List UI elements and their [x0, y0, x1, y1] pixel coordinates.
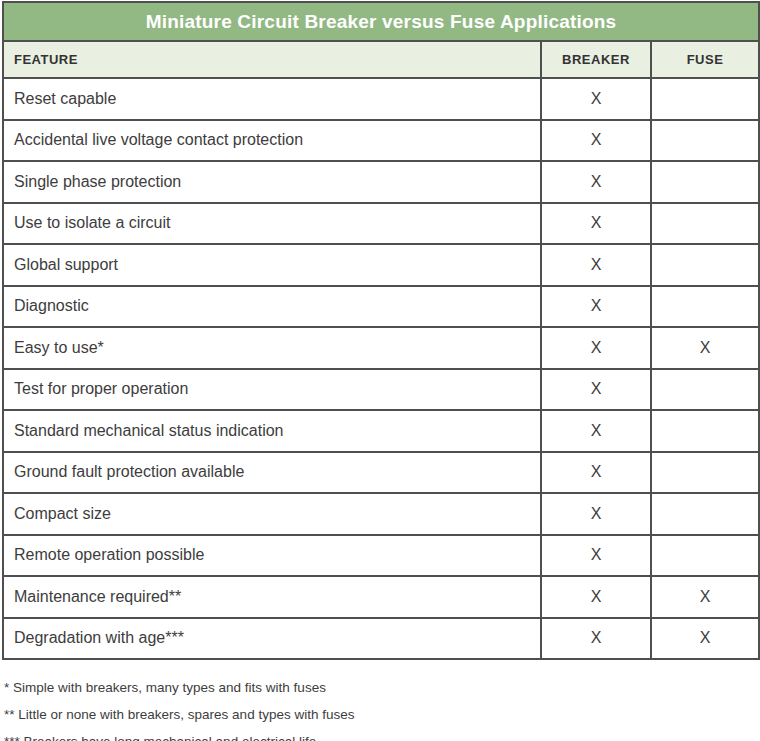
table-row: Easy to use* X X [3, 327, 759, 369]
table-row: Degradation with age*** X X [3, 618, 759, 660]
table-row: Diagnostic X [3, 286, 759, 328]
table-body: Reset capable X Accidental live voltage … [3, 78, 759, 659]
column-header-row: FEATURE BREAKER FUSE [3, 41, 759, 78]
feature-cell: Maintenance required** [3, 576, 541, 618]
fuse-cell [651, 203, 759, 245]
breaker-cell: X [541, 161, 651, 203]
footnotes: * Simple with breakers, many types and f… [4, 681, 760, 741]
fuse-cell [651, 244, 759, 286]
table-row: Reset capable X [3, 78, 759, 120]
feature-cell: Ground fault protection available [3, 452, 541, 494]
feature-cell: Degradation with age*** [3, 618, 541, 660]
breaker-cell: X [541, 369, 651, 411]
table-row: Maintenance required** X X [3, 576, 759, 618]
fuse-cell [651, 410, 759, 452]
feature-cell: Single phase protection [3, 161, 541, 203]
feature-cell: Standard mechanical status indication [3, 410, 541, 452]
fuse-cell: X [651, 618, 759, 660]
fuse-cell: X [651, 576, 759, 618]
feature-cell: Test for proper operation [3, 369, 541, 411]
footnote: *** Breakers have long mechanical and el… [4, 735, 760, 741]
breaker-cell: X [541, 576, 651, 618]
title-bar: Miniature Circuit Breaker versus Fuse Ap… [3, 2, 759, 41]
feature-cell: Accidental live voltage contact protecti… [3, 120, 541, 162]
breaker-cell: X [541, 452, 651, 494]
page-title: Miniature Circuit Breaker versus Fuse Ap… [3, 2, 759, 41]
table-row: Remote operation possible X [3, 535, 759, 577]
feature-cell: Remote operation possible [3, 535, 541, 577]
fuse-cell: X [651, 327, 759, 369]
fuse-cell [651, 120, 759, 162]
comparison-table: Miniature Circuit Breaker versus Fuse Ap… [2, 1, 760, 660]
breaker-cell: X [541, 286, 651, 328]
table-row: Ground fault protection available X [3, 452, 759, 494]
breaker-cell: X [541, 618, 651, 660]
feature-cell: Reset capable [3, 78, 541, 120]
feature-cell: Diagnostic [3, 286, 541, 328]
table-row: Accidental live voltage contact protecti… [3, 120, 759, 162]
breaker-cell: X [541, 78, 651, 120]
breaker-cell: X [541, 120, 651, 162]
breaker-cell: X [541, 244, 651, 286]
column-header-breaker: BREAKER [541, 41, 651, 78]
feature-cell: Compact size [3, 493, 541, 535]
footnote: ** Little or none with breakers, spares … [4, 708, 760, 722]
fuse-cell [651, 452, 759, 494]
feature-cell: Use to isolate a circuit [3, 203, 541, 245]
fuse-cell [651, 493, 759, 535]
breaker-cell: X [541, 203, 651, 245]
fuse-cell [651, 286, 759, 328]
fuse-cell [651, 535, 759, 577]
breaker-cell: X [541, 535, 651, 577]
fuse-cell [651, 161, 759, 203]
table-row: Standard mechanical status indication X [3, 410, 759, 452]
table-row: Test for proper operation X [3, 369, 759, 411]
column-header-feature: FEATURE [3, 41, 541, 78]
table-row: Global support X [3, 244, 759, 286]
table-row: Single phase protection X [3, 161, 759, 203]
column-header-fuse: FUSE [651, 41, 759, 78]
fuse-cell [651, 369, 759, 411]
table-row: Use to isolate a circuit X [3, 203, 759, 245]
feature-cell: Global support [3, 244, 541, 286]
breaker-cell: X [541, 327, 651, 369]
fuse-cell [651, 78, 759, 120]
breaker-cell: X [541, 493, 651, 535]
feature-cell: Easy to use* [3, 327, 541, 369]
footnote: * Simple with breakers, many types and f… [4, 681, 760, 695]
breaker-cell: X [541, 410, 651, 452]
table-row: Compact size X [3, 493, 759, 535]
